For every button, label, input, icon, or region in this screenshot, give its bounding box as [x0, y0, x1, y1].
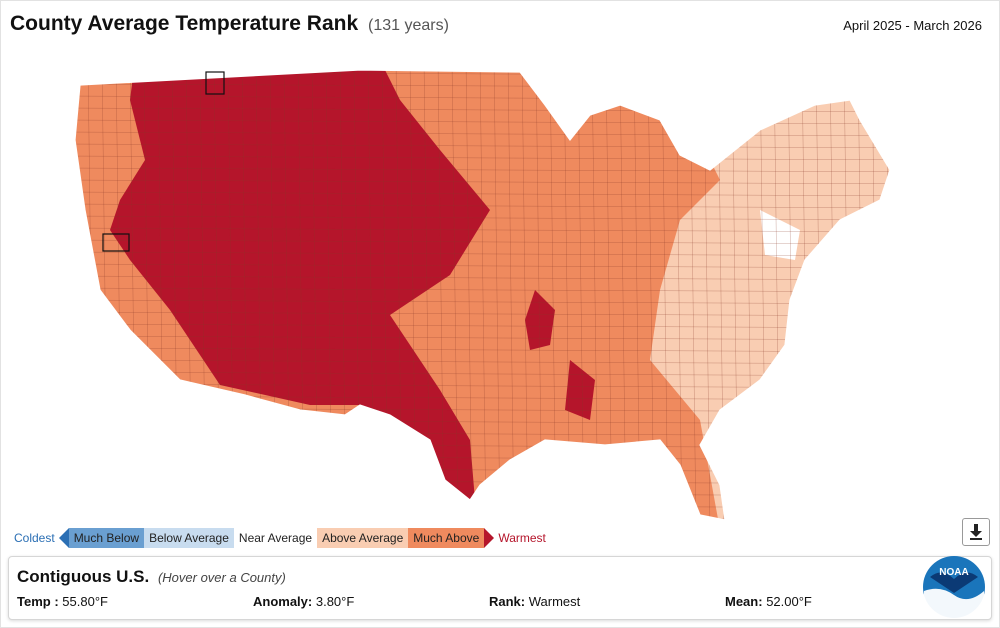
region-warmest-gulf-patch — [565, 360, 595, 420]
stat-rank: Rank: Warmest — [489, 594, 580, 609]
legend-coldest-label: Coldest — [14, 531, 55, 545]
us-outline — [74, 69, 891, 521]
stat-mean: Mean: 52.00°F — [725, 594, 812, 609]
anomaly-value: 3.80°F — [315, 594, 355, 609]
region-warmest-east-patch — [525, 290, 555, 350]
legend-near-average: Near Average — [233, 528, 318, 548]
period-label: April 2025 - March 2026 — [843, 18, 982, 33]
region-near-average-northeast — [760, 210, 800, 260]
title-subtitle: (131 years) — [368, 17, 449, 34]
page-title: County Average Temperature Rank (131 yea… — [10, 12, 449, 36]
logo-text: NOAA — [939, 567, 968, 578]
highlighted-county-california[interactable] — [102, 233, 130, 252]
info-panel: Contiguous U.S. (Hover over a County) Te… — [8, 556, 992, 620]
temp-label: Temp : — [17, 594, 59, 609]
legend-below-average: Below Average — [144, 528, 234, 548]
us-county-map[interactable] — [60, 60, 940, 530]
legend-above-average: Above Average — [317, 528, 409, 548]
download-button[interactable] — [962, 518, 990, 546]
rank-label: Rank: — [489, 594, 526, 609]
region-heading: Contiguous U.S. (Hover over a County) — [17, 567, 286, 587]
region-warmest — [110, 70, 490, 500]
rank-value: Warmest — [528, 594, 581, 609]
anomaly-label: Anomaly: — [253, 594, 313, 609]
legend-much-below: Much Below — [68, 528, 145, 548]
highlighted-county-montana[interactable] — [205, 71, 225, 95]
legend-warmest-label: Warmest — [498, 531, 546, 545]
download-icon — [970, 524, 982, 540]
legend-left-arrow — [58, 528, 69, 548]
title-text: County Average Temperature Rank — [10, 12, 359, 35]
mean-label: Mean: — [725, 594, 763, 609]
temp-value: 55.80°F — [62, 594, 108, 609]
stat-temp: Temp : 55.80°F — [17, 594, 108, 609]
noaa-logo: NOAA — [923, 556, 985, 619]
stat-anomaly: Anomaly: 3.80°F — [253, 594, 354, 609]
hover-hint: (Hover over a County) — [157, 570, 286, 585]
map-fill-layer — [75, 70, 890, 520]
region-name: Contiguous U.S. — [17, 567, 150, 586]
legend-right-arrow — [484, 528, 495, 548]
legend-much-above: Much Above — [408, 528, 485, 548]
legend: Coldest Much Below Below Average Near Av… — [10, 528, 550, 548]
mean-value: 52.00°F — [766, 594, 812, 609]
